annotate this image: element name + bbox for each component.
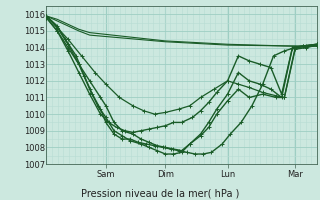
Text: Pression niveau de la mer( hPa ): Pression niveau de la mer( hPa ) xyxy=(81,188,239,198)
